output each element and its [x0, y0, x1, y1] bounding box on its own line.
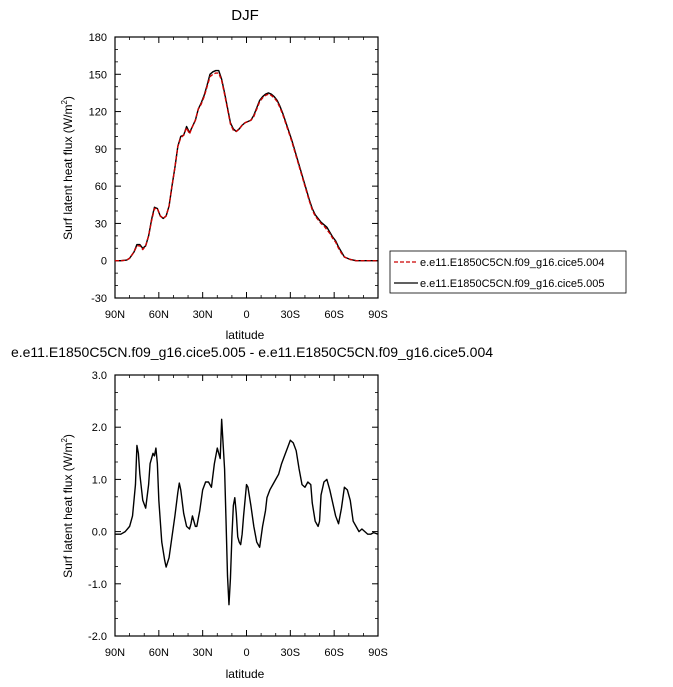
x-tick-label: 60S: [324, 309, 344, 321]
y-tick-label: 1.0: [92, 474, 107, 486]
y-tick-label: -2.0: [88, 631, 107, 643]
y-tick-label: 0: [101, 256, 107, 268]
y-tick-label: 120: [89, 107, 107, 119]
legend-label-series-004: e.e11.E1850C5CN.f09_g16.cice5.004: [420, 257, 605, 269]
y-tick-label: 30: [95, 218, 107, 230]
x-tick-label: 90N: [105, 647, 125, 659]
x-tick-label: 0: [243, 647, 249, 659]
x-tick-label: 0: [243, 309, 249, 321]
series-line-0-0: [115, 72, 378, 262]
y-tick-label: 2.0: [92, 422, 107, 434]
bottom-chart-title: e.e11.E1850C5CN.f09_g16.cice5.005 - e.e1…: [11, 344, 493, 360]
y-tick-label: 60: [95, 181, 107, 193]
plot-frame: [114, 36, 379, 299]
x-tick-label: 30N: [193, 309, 213, 321]
bottom-x-axis-label: latitude: [226, 667, 265, 681]
x-tick-label: 60N: [149, 309, 169, 321]
y-tick-label: 180: [89, 32, 107, 44]
bottom-y-axis-label: Surf latent heat flux (W/m2): [60, 434, 75, 578]
legend: e.e11.E1850C5CN.f09_g16.cice5.004 e.e11.…: [389, 250, 627, 294]
x-tick-label: 90N: [105, 309, 125, 321]
y-tick-label: -1.0: [88, 579, 107, 591]
x-tick-label: 60N: [149, 647, 169, 659]
top-y-axis-label: Surf latent heat flux (W/m2): [60, 96, 75, 240]
y-tick-label: 150: [89, 69, 107, 81]
y-tick-label: 90: [95, 144, 107, 156]
bottom-panel: e.e11.E1850C5CN.f09_g16.cice5.005 - e.e1…: [11, 344, 493, 681]
top-panel: DJF -30 0 30 60 90 120 150 180 90N 60N 30N 0 30S 60S 9…: [60, 7, 627, 342]
x-tick-label: 30S: [281, 309, 301, 321]
x-tick-label: 30N: [193, 647, 213, 659]
y-tick-label: 0.0: [92, 527, 107, 539]
x-tick-label: 60S: [324, 647, 344, 659]
x-tick-label: 30S: [281, 647, 301, 659]
series-line-0-1: [115, 69, 378, 262]
x-tick-label: 90S: [368, 647, 388, 659]
top-plot-area: [115, 69, 378, 262]
x-tick-label: 90S: [368, 309, 388, 321]
top-axes: -30 0 30 60 90 120 150 180 90N 60N 30N 0 30S 60S 90S: [89, 32, 388, 321]
plot-frame: [114, 374, 379, 637]
top-x-axis-label: latitude: [226, 328, 265, 342]
y-tick-label: 3.0: [92, 370, 107, 382]
y-tick-label: -30: [91, 293, 107, 305]
bottom-axes: -2.0 -1.0 0.0 1.0 2.0 3.0 90N 60N 30N 0 30S 60S 90S: [88, 370, 388, 659]
series-line-1-0: [115, 418, 379, 606]
top-chart-title: DJF: [231, 7, 259, 24]
legend-box: [389, 250, 627, 294]
legend-label-series-005: e.e11.E1850C5CN.f09_g16.cice5.005: [420, 278, 605, 290]
bottom-plot-area: [115, 418, 379, 606]
